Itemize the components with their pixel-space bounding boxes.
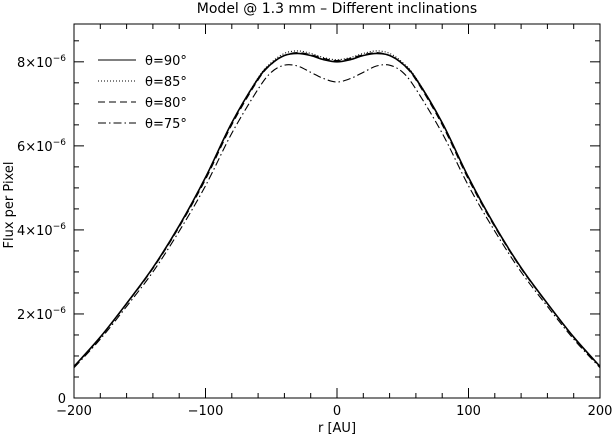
axis-ticks (73, 24, 601, 399)
y-tick-exponent: −6 (53, 222, 67, 232)
y-tick-exponent: −6 (53, 54, 67, 64)
legend-label: θ=85° (145, 75, 187, 90)
legend-label: θ=80° (145, 96, 187, 111)
y-tick-base: 0 (58, 392, 66, 407)
x-tick-label: −100 (188, 404, 224, 419)
y-axis-label: Flux per Pixel (2, 162, 17, 249)
y-tick-label: 8×10−6 (17, 54, 66, 71)
x-tick-label: 100 (456, 404, 481, 419)
y-tick-exponent: −6 (53, 306, 67, 316)
legend-label: θ=75° (145, 117, 187, 132)
y-tick-base: 8×10 (17, 56, 53, 71)
y-tick-base: 6×10 (17, 140, 53, 155)
series-line-4 (73, 64, 601, 369)
y-tick-label: 4×10−6 (17, 222, 66, 239)
x-tick-labels: −200 −100 0 100 200 (56, 404, 612, 419)
legend: θ=90° θ=85° θ=80° θ=75° (98, 54, 187, 132)
y-tick-label: 0 (58, 392, 66, 407)
y-tick-labels: 02×10−64×10−66×10−68×10−6 (17, 54, 66, 407)
y-tick-label: 2×10−6 (17, 306, 66, 323)
series-lines (73, 50, 601, 369)
chart-title: Model @ 1.3 mm – Different inclinations (197, 1, 477, 17)
y-tick-base: 4×10 (17, 224, 53, 239)
x-tick-label: 0 (333, 404, 341, 419)
x-axis-label: r [AU] (318, 421, 356, 436)
y-tick-label: 6×10−6 (17, 138, 66, 155)
legend-label: θ=90° (145, 54, 187, 69)
x-tick-label: 200 (588, 404, 613, 419)
y-tick-exponent: −6 (53, 138, 67, 148)
x-tick-label: −200 (56, 404, 92, 419)
y-tick-base: 2×10 (17, 308, 53, 323)
series-line-1 (73, 52, 601, 368)
series-line-3 (73, 52, 601, 367)
